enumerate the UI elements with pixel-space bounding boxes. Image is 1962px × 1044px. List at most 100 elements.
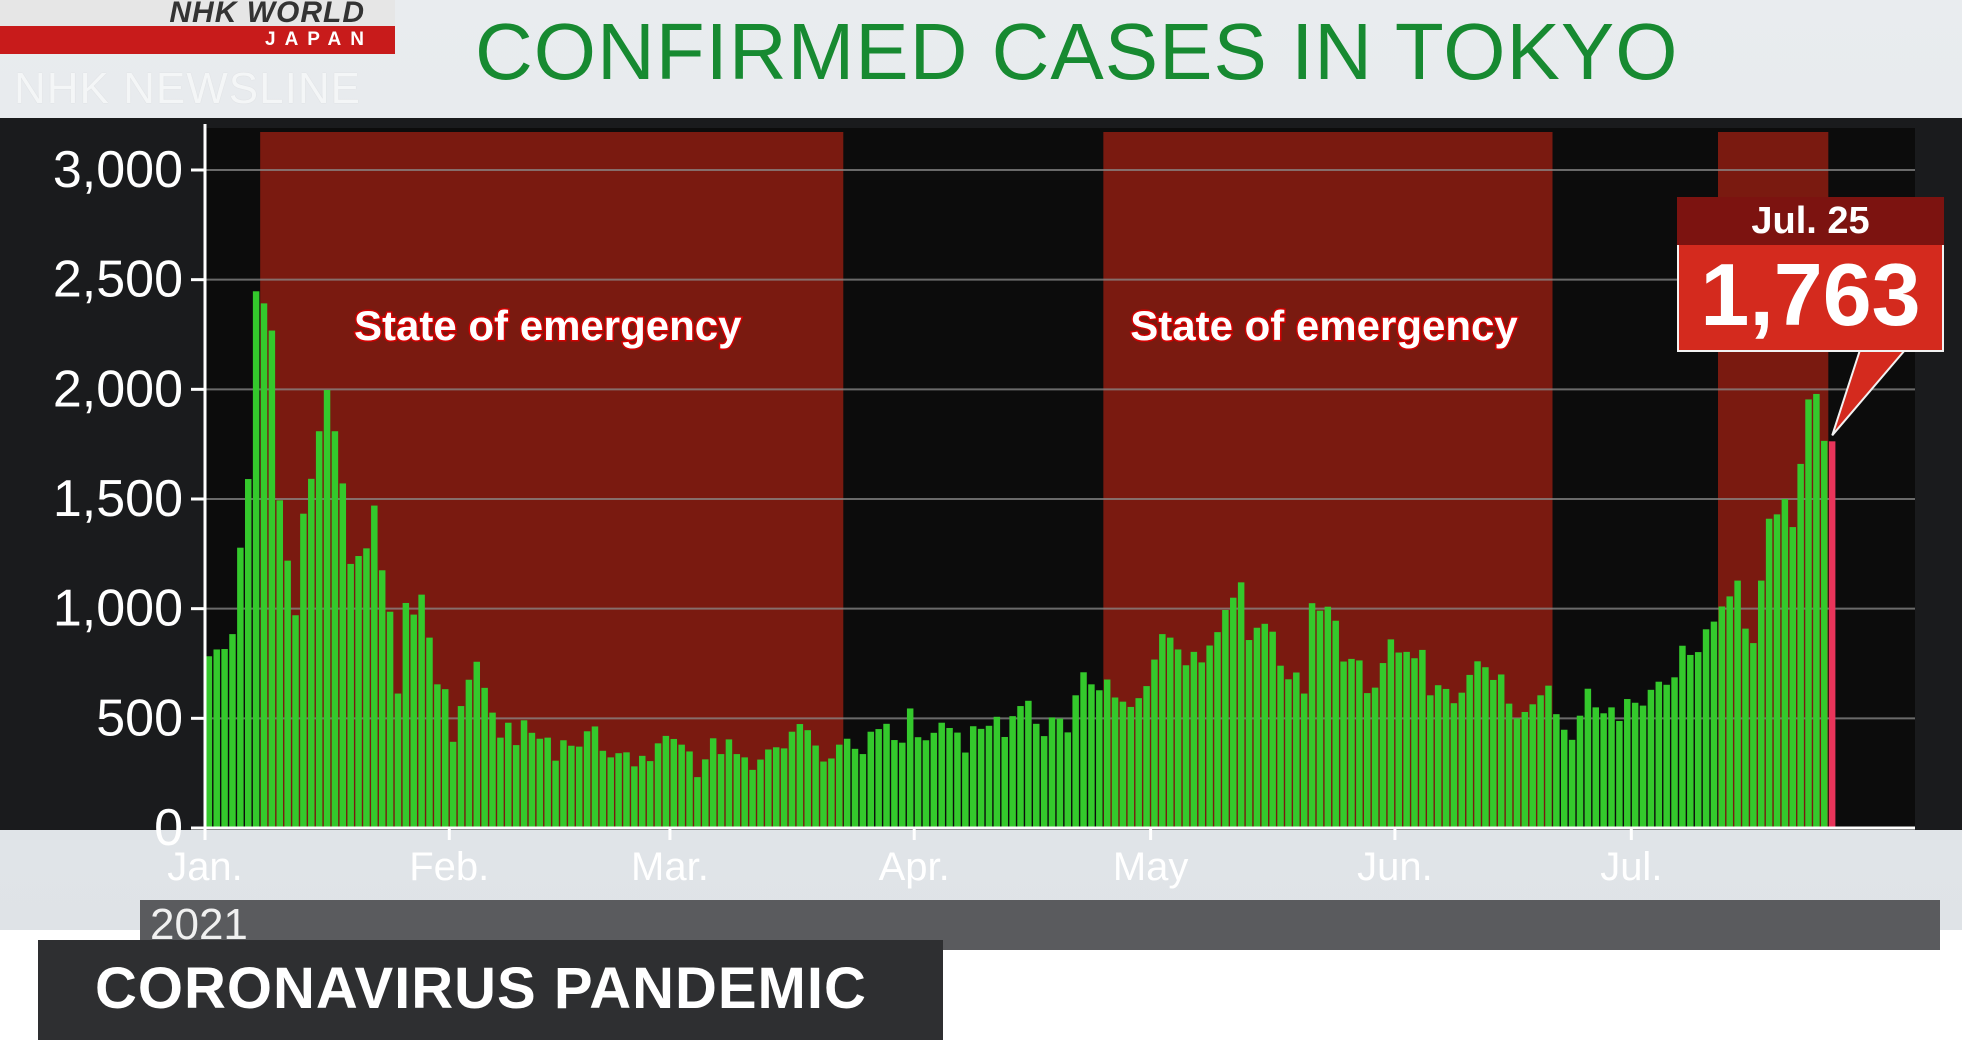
nhk-world-logo: NHK WORLD JAPAN [0, 0, 395, 54]
bar-day-169 [1529, 704, 1536, 828]
bar-day-12 [292, 615, 299, 828]
bar-day-50 [591, 726, 599, 828]
bar-day-131 [1230, 597, 1237, 828]
bar-day-136 [1269, 631, 1276, 828]
bar-day-193 [1718, 606, 1726, 828]
bar-day-26 [402, 602, 410, 828]
bar-day-142 [1316, 610, 1324, 828]
bar-day-45 [552, 760, 559, 828]
topic-banner [38, 940, 943, 1040]
bar-day-202 [1789, 527, 1796, 828]
bar-day-71 [757, 759, 764, 828]
bar-day-135 [1261, 623, 1269, 828]
bar-day-9 [268, 330, 276, 828]
bar-day-201 [1781, 499, 1789, 828]
bar-day-81 [836, 744, 843, 828]
bar-day-121 [1151, 659, 1158, 828]
bar-day-67 [725, 739, 733, 828]
bar-day-98 [969, 726, 977, 828]
bar-day-200 [1773, 514, 1781, 828]
bar-day-178 [1600, 713, 1607, 828]
bar-day-134 [1253, 627, 1261, 828]
bar-day-53 [615, 753, 622, 828]
y-tick-label-3000: 3,000 [53, 141, 183, 199]
bar-day-32 [449, 741, 457, 828]
bar-day-85 [867, 731, 875, 828]
bar-day-107 [1040, 736, 1048, 828]
bar-day-138 [1285, 679, 1292, 828]
bar-day-73 [772, 747, 780, 828]
bar-day-125 [1182, 665, 1190, 828]
bar-day-153 [1403, 651, 1410, 828]
bar-day-204 [1805, 399, 1812, 828]
y-tick-label-1000: 1,000 [53, 580, 183, 638]
bar-day-83 [851, 748, 859, 828]
bar-day-97 [962, 752, 969, 828]
bar-day-195 [1734, 580, 1741, 828]
bar-day-148 [1363, 693, 1371, 828]
bar-day-122 [1159, 634, 1166, 828]
bar-day-154 [1411, 658, 1418, 828]
bar-day-78 [812, 745, 819, 828]
bar-highlight-jul25 [1828, 441, 1836, 828]
bar-day-38 [497, 737, 504, 828]
bar-day-15 [315, 431, 323, 828]
bar-day-46 [560, 740, 567, 828]
bar-day-123 [1166, 637, 1174, 828]
bar-day-112 [1080, 672, 1087, 828]
bar-day-177 [1592, 707, 1599, 828]
bar-day-43 [536, 738, 544, 828]
bar-day-171 [1545, 685, 1552, 828]
bar-day-111 [1072, 695, 1079, 828]
bar-day-147 [1356, 660, 1363, 828]
bar-day-133 [1245, 640, 1253, 828]
bar-day-58 [654, 743, 662, 828]
bar-day-137 [1277, 665, 1284, 828]
bar-day-23 [378, 570, 386, 828]
bar-day-206 [1821, 440, 1828, 828]
bar-day-151 [1387, 639, 1395, 828]
newsline-watermark: NHK NEWSLINE [14, 64, 361, 113]
bar-day-54 [623, 752, 630, 828]
bar-day-205 [1813, 393, 1820, 828]
bar-day-162 [1474, 661, 1481, 828]
bar-day-129 [1214, 632, 1221, 828]
bar-day-157 [1434, 685, 1442, 828]
bar-day-126 [1190, 651, 1198, 828]
bar-day-175 [1576, 715, 1584, 828]
bar-day-93 [930, 732, 938, 828]
bar-day-25 [394, 693, 402, 828]
bar-day-34 [465, 679, 473, 828]
month-label-jan: Jan. [167, 845, 243, 889]
bar-day-187 [1671, 677, 1678, 828]
bar-day-168 [1521, 711, 1529, 828]
month-label-jun: Jun. [1357, 845, 1433, 889]
y-tick-label-2500: 2,500 [53, 251, 183, 309]
bar-day-105 [1025, 700, 1032, 828]
bar-day-10 [276, 500, 284, 828]
bar-day-106 [1033, 723, 1040, 828]
bar-day-114 [1096, 690, 1103, 828]
month-label-may: May [1113, 845, 1189, 889]
bar-day-13 [300, 513, 307, 828]
bar-day-8 [260, 303, 268, 828]
bar-day-185 [1655, 681, 1663, 828]
callout-value: 1,763 [1700, 245, 1921, 344]
bar-day-167 [1513, 718, 1521, 828]
bar-day-28 [418, 594, 425, 828]
bar-day-190 [1694, 652, 1702, 828]
bar-day-130 [1222, 609, 1229, 828]
bar-day-113 [1088, 684, 1095, 828]
bar-day-49 [583, 731, 591, 828]
bar-day-104 [1017, 706, 1024, 828]
bar-day-176 [1584, 688, 1592, 828]
bar-day-17 [331, 431, 339, 828]
bar-day-132 [1237, 582, 1245, 828]
month-label-feb: Feb. [409, 845, 489, 889]
bar-day-139 [1293, 672, 1300, 828]
bar-day-84 [859, 754, 867, 828]
month-label-mar: Mar. [631, 845, 709, 889]
bar-day-118 [1127, 706, 1135, 828]
bar-day-199 [1765, 518, 1773, 828]
bar-day-2 [213, 649, 220, 828]
